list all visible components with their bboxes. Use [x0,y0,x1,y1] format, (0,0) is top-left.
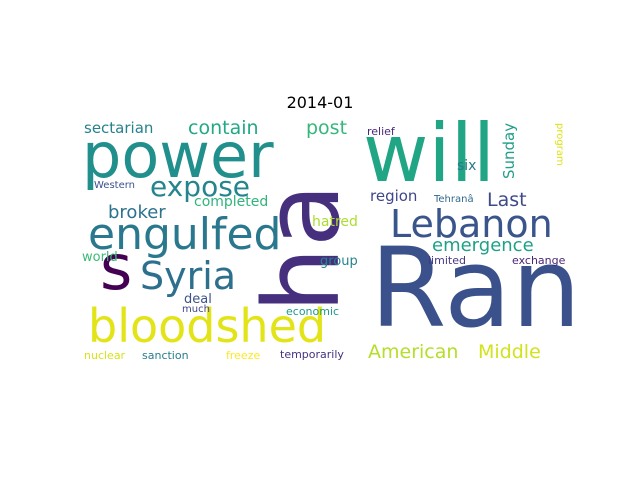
word-six: six [457,158,477,174]
word-economic: economic [286,305,340,318]
word-post: post [306,117,348,139]
word-sectarian: sectarian [84,119,154,137]
word-broker: broker [108,202,166,223]
word-ran: Ran [370,224,576,352]
word-contain: contain [188,117,259,139]
word-western: Western [94,180,136,191]
word-region: region [370,187,418,205]
word-world: world [82,250,118,265]
word-sanction: sanction [142,349,189,362]
word-sunday: Sunday [500,122,518,179]
word-american: American [368,341,459,363]
word-lebanon: Lebanon [390,202,553,246]
word-completed: completed [194,194,269,210]
word-cloud: Ran ha will power bloodshed engulfed Leb… [80,117,576,366]
word-s: s [100,231,133,304]
word-nuclear: nuclear [84,349,126,362]
word-expose: expose [150,170,251,203]
word-much: much [182,304,210,315]
word-exchange: exchange [512,254,566,267]
word-syria: Syria [140,254,237,298]
word-temporarily: temporarily [280,348,344,361]
word-program: program [554,123,565,166]
word-engulfed: engulfed [88,209,282,260]
cloud-title: 2014-01 [286,93,354,112]
word-power: power [82,119,274,192]
word-tehran: Tehranâ [434,194,474,205]
word-limited: limited [428,254,466,267]
word-relief: relief [367,125,395,138]
word-middle: Middle [478,341,541,363]
word-deal: deal [184,292,212,307]
word-will: will [363,117,496,200]
word-freeze: freeze [226,349,261,362]
word-group: group [320,254,358,269]
word-bloodshed: bloodshed [88,299,327,353]
word-emergence: emergence [432,235,534,256]
word-hatred: hatred [312,214,358,230]
word-last: Last [487,189,527,211]
